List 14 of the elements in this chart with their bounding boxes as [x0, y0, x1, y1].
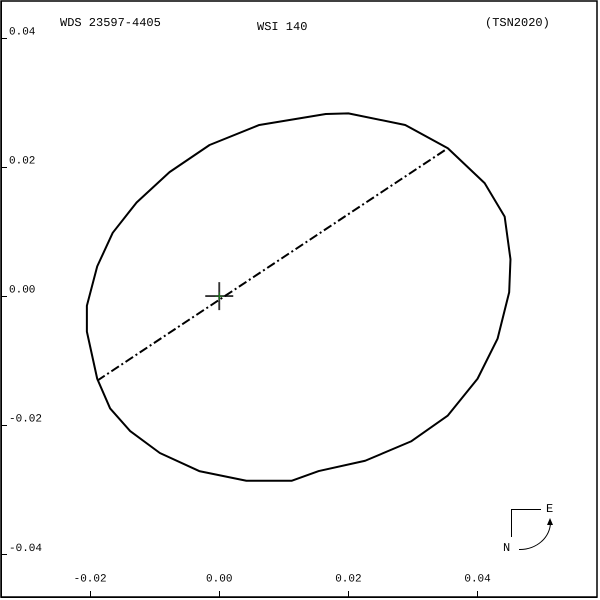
annotation: E: [546, 502, 554, 516]
x-tick-label: 0.02: [335, 574, 362, 586]
annotation: WDS 23597-4405: [60, 16, 161, 30]
x-tick-label: 0.04: [464, 574, 492, 586]
x-tick-label: -0.02: [74, 574, 107, 586]
x-tick-label: 0.00: [206, 574, 232, 586]
y-tick-label: 0.04: [9, 26, 36, 38]
y-tick-label: -0.02: [9, 414, 42, 426]
y-tick-label: 0.02: [9, 155, 36, 168]
annotation: (TSN2020): [485, 16, 550, 30]
annotation: N: [503, 541, 510, 555]
y-tick-label: 0.00: [9, 284, 36, 297]
y-tick-label: -0.04: [9, 542, 42, 555]
text: WSI 140: [257, 20, 308, 34]
